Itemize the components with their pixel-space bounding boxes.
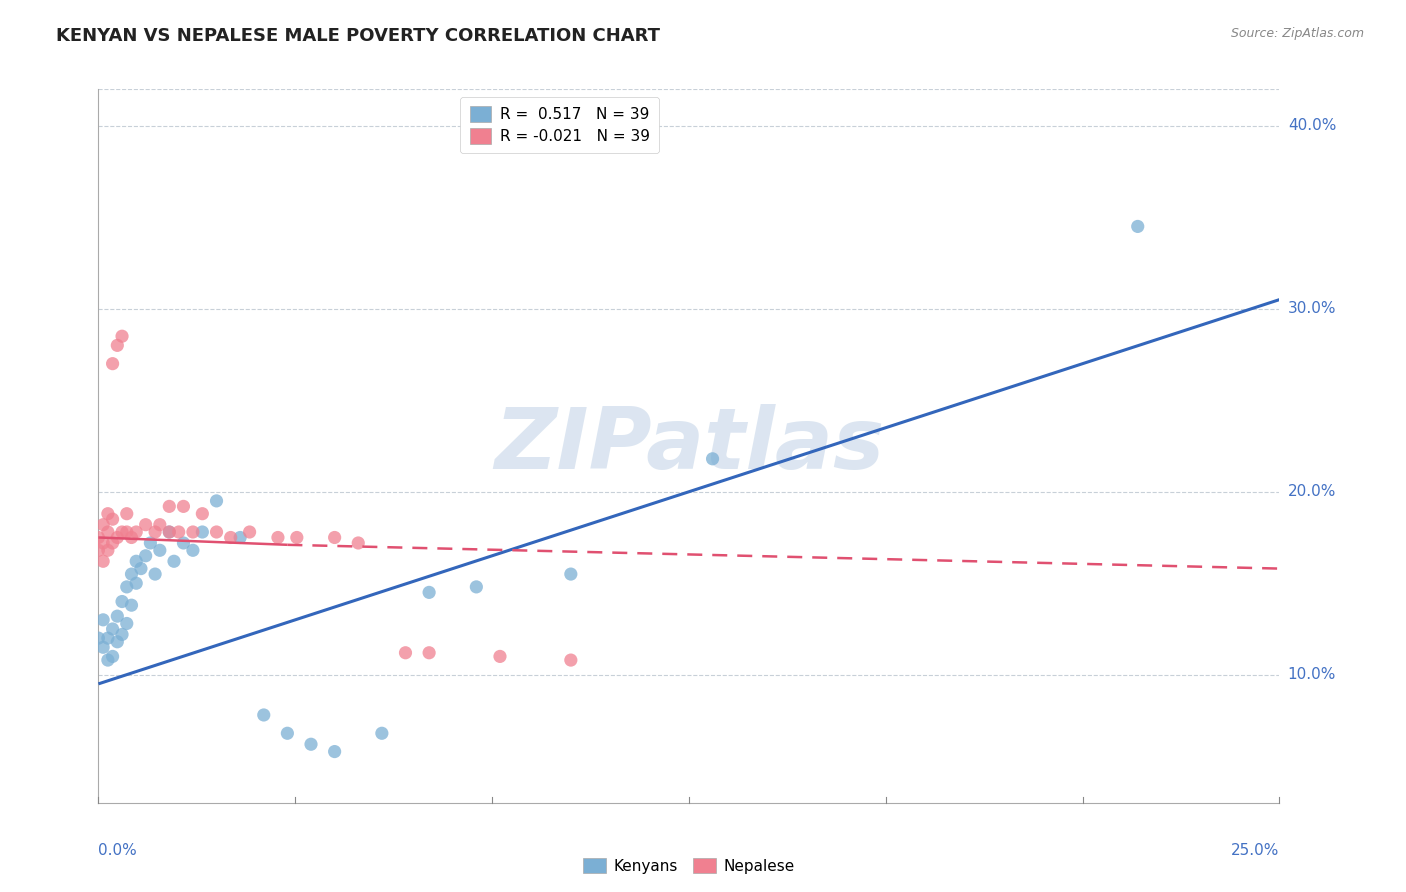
Point xyxy=(91,613,114,627)
Point xyxy=(323,745,346,759)
Point xyxy=(105,338,128,352)
Point xyxy=(285,531,308,545)
Point xyxy=(135,517,157,532)
Point xyxy=(91,536,114,550)
Point xyxy=(115,616,138,631)
Point xyxy=(181,543,204,558)
Point xyxy=(157,500,180,514)
Point xyxy=(125,524,148,539)
Point xyxy=(101,357,124,371)
Text: ZIPatlas: ZIPatlas xyxy=(494,404,884,488)
Point xyxy=(323,531,346,545)
Point xyxy=(91,554,114,568)
Point xyxy=(172,500,194,514)
Point xyxy=(111,594,134,608)
Point xyxy=(191,507,214,521)
Point xyxy=(239,524,262,539)
Y-axis label: Male Poverty: Male Poverty xyxy=(0,396,7,496)
Point xyxy=(465,580,488,594)
Point xyxy=(276,726,298,740)
Point xyxy=(560,653,582,667)
Point xyxy=(125,554,148,568)
Point xyxy=(105,609,128,624)
Point xyxy=(125,576,148,591)
Legend: Kenyans, Nepalese: Kenyans, Nepalese xyxy=(576,852,801,880)
Point xyxy=(101,649,124,664)
Text: 0.0%: 0.0% xyxy=(98,843,138,858)
Text: 10.0%: 10.0% xyxy=(1288,667,1336,682)
Point xyxy=(205,524,228,539)
Point xyxy=(229,531,252,545)
Point xyxy=(163,554,186,568)
Text: 20.0%: 20.0% xyxy=(1288,484,1336,500)
Point xyxy=(371,726,394,740)
Point xyxy=(115,507,138,521)
Legend: R =  0.517   N = 39, R = -0.021   N = 39: R = 0.517 N = 39, R = -0.021 N = 39 xyxy=(460,97,659,153)
Point xyxy=(97,524,120,539)
Point xyxy=(702,451,724,466)
Point xyxy=(101,536,124,550)
Point xyxy=(97,543,120,558)
Point xyxy=(111,627,134,641)
Point xyxy=(267,531,290,545)
Text: 25.0%: 25.0% xyxy=(1232,843,1279,858)
Point xyxy=(167,524,190,539)
Point xyxy=(91,517,114,532)
Point xyxy=(111,329,134,343)
Text: KENYAN VS NEPALESE MALE POVERTY CORRELATION CHART: KENYAN VS NEPALESE MALE POVERTY CORRELAT… xyxy=(56,27,661,45)
Point xyxy=(115,524,138,539)
Point xyxy=(105,531,128,545)
Point xyxy=(157,524,180,539)
Point xyxy=(121,567,143,582)
Point xyxy=(101,512,124,526)
Point xyxy=(489,649,512,664)
Point xyxy=(87,531,110,545)
Point xyxy=(205,494,228,508)
Point xyxy=(418,585,440,599)
Point xyxy=(91,640,114,655)
Point xyxy=(560,567,582,582)
Point xyxy=(219,531,242,545)
Point xyxy=(115,580,138,594)
Point xyxy=(121,531,143,545)
Point xyxy=(149,543,172,558)
Point xyxy=(87,631,110,645)
Point xyxy=(418,646,440,660)
Point xyxy=(181,524,204,539)
Point xyxy=(101,622,124,636)
Point xyxy=(149,517,172,532)
Point xyxy=(299,737,322,751)
Point xyxy=(97,631,120,645)
Text: 40.0%: 40.0% xyxy=(1288,119,1336,133)
Point xyxy=(105,634,128,648)
Point xyxy=(347,536,370,550)
Point xyxy=(135,549,157,563)
Point xyxy=(253,708,276,723)
Point xyxy=(1126,219,1149,234)
Point xyxy=(143,567,166,582)
Point xyxy=(121,598,143,612)
Point xyxy=(97,653,120,667)
Point xyxy=(111,524,134,539)
Text: Source: ZipAtlas.com: Source: ZipAtlas.com xyxy=(1230,27,1364,40)
Point xyxy=(87,543,110,558)
Point xyxy=(129,561,152,575)
Point xyxy=(97,507,120,521)
Point xyxy=(394,646,416,660)
Point xyxy=(157,524,180,539)
Point xyxy=(139,536,162,550)
Point xyxy=(191,524,214,539)
Text: 30.0%: 30.0% xyxy=(1288,301,1336,317)
Point xyxy=(143,524,166,539)
Point xyxy=(172,536,194,550)
